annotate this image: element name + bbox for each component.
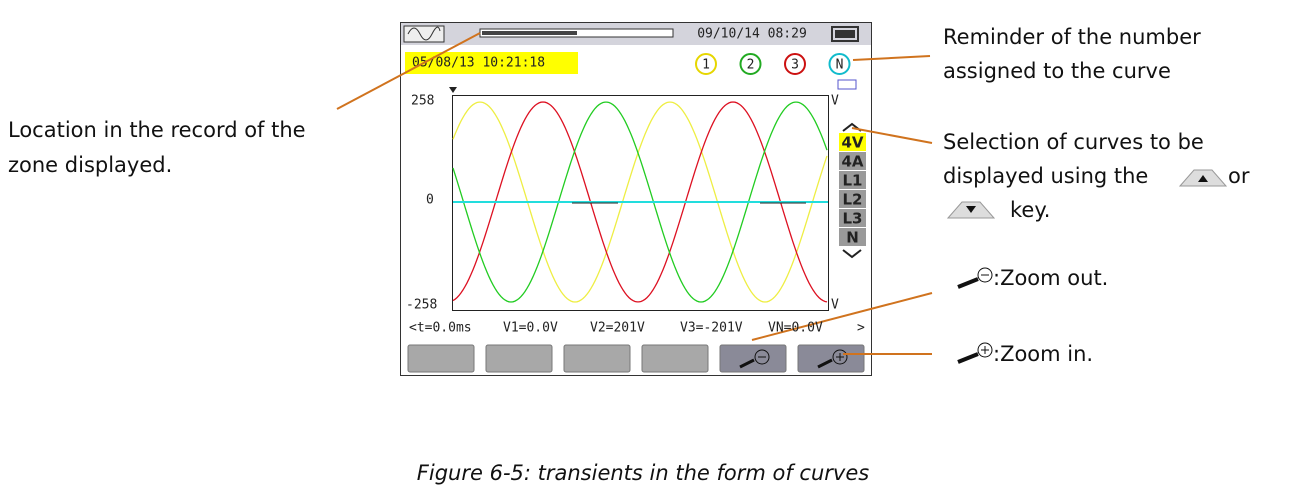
annotation: assigned to the curve [943,59,1171,83]
magnifier-handle [739,358,755,369]
zoom-out-icon [957,267,993,289]
cursor-marker [449,87,457,93]
zoom-in-icon [957,342,993,364]
cursor-reading: > [857,321,865,336]
annotation: zone displayed. [8,153,172,177]
annotation: Reminder of the number [943,25,1201,49]
curve-option-box [839,209,866,227]
curve-number: 3 [791,58,799,73]
curve-option: L1 [843,172,863,190]
waveform [452,101,828,303]
curve-option: 4V [841,134,863,152]
leaders [336,32,933,355]
annotation: :Zoom out. [993,266,1108,290]
curve-number: 2 [747,58,755,73]
record-start: 05/08/13 10:21:18 [412,56,545,71]
cursor-reading: VN=0.0V [768,321,823,336]
curve-option-box [839,152,866,170]
function-button [719,344,787,373]
function-button [563,344,631,373]
cursor-reading: V1=0.0V [503,321,558,336]
unit: V [831,94,839,109]
unit: V [831,298,839,313]
scroll-icon [837,79,857,90]
y-label: 0 [426,193,434,208]
curve-number-ring [828,53,851,75]
wave-icon [407,26,441,41]
battery-level [835,30,855,38]
annotation: displayed using the [943,164,1148,188]
curve-option: N [846,229,859,247]
function-button [407,344,475,373]
cursor-reading: V3=-201V [680,321,743,336]
down-arrow [842,249,862,259]
annotation: key. [1010,198,1050,222]
magnifier-lens [754,349,770,365]
curve-option-box [839,171,866,189]
curve-number-ring [695,53,717,75]
curve-number-ring [739,53,762,75]
magnifier-lens [832,349,848,365]
curve-number: N [836,58,844,73]
annotation: Location in the record of the [8,118,306,142]
up-key-arrow [1198,175,1208,182]
annotation: :Zoom in. [993,342,1093,366]
curve-number-ring [784,53,806,75]
caption: Figure 6-5: transients in the form of cu… [417,461,869,485]
annotation: or [1228,164,1250,188]
curve-option-box [839,190,866,208]
down-key-arrow [966,206,976,213]
cursor-reading: V2=201V [590,321,645,336]
function-button [797,344,865,373]
battery [831,26,859,42]
curve-option: L3 [843,210,863,228]
function-button [641,344,709,373]
curve-option-box [839,228,866,246]
waveform [452,101,828,303]
curve-option: L2 [843,191,863,209]
curve-number: 1 [702,58,710,73]
y-label: 258 [411,94,434,109]
magnifier-handle [817,358,833,369]
curve-option: 4A [841,153,863,171]
curve-option-box [839,133,866,151]
function-button [485,344,553,373]
record-zone [482,31,577,35]
annotation: Selection of curves to be [943,130,1204,154]
y-label: -258 [406,298,437,313]
date-time: 09/10/14 08:29 [697,27,807,42]
record-start-box [405,52,578,74]
cursor-reading: <t=0.0ms [409,321,472,336]
